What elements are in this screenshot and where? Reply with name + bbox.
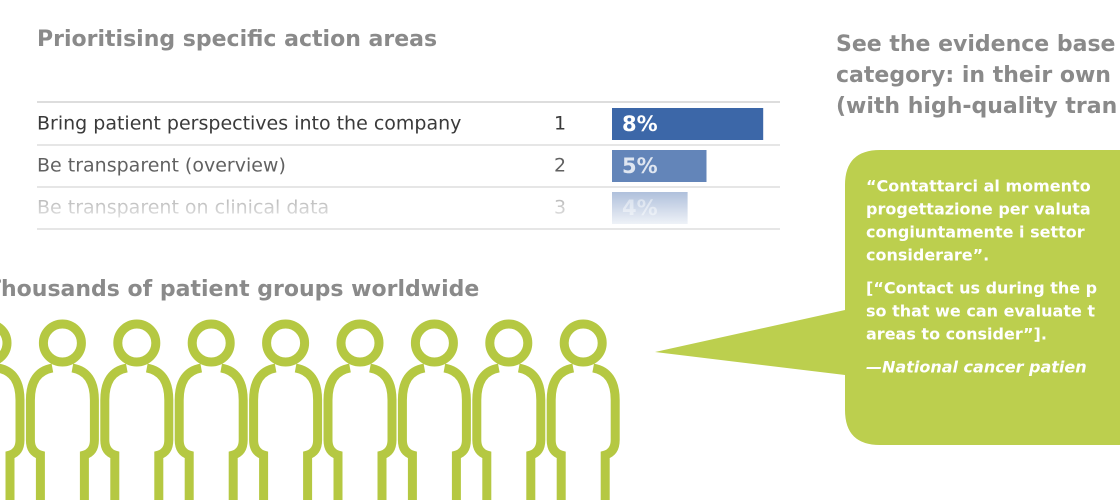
heading-line: See the evidence base [836,32,1115,57]
row-rank: 1 [554,113,566,135]
person-body [546,363,620,500]
translation-line: so that we can evaluate t [866,302,1095,321]
bar [612,108,764,140]
person-body [397,363,471,500]
person-head [485,319,533,367]
person-head [0,322,12,364]
attribution: —National cancer patien [866,358,1087,377]
groups-title: Thousands of patient groups worldwide [0,277,479,302]
fade-overlay [0,188,780,228]
row-label: Bring patient perspectives into the comp… [37,113,461,135]
person-head [38,319,86,367]
heading-line: category: in their own [836,63,1111,88]
heading-line: (with high-quality tran [836,94,1117,119]
person-head [262,319,310,367]
bar [612,150,707,182]
person-body [323,363,397,500]
bar-label: 5% [622,154,658,178]
person-head [559,319,607,367]
quote-line: “Contattarci al momento [866,177,1091,196]
translation-line: areas to consider”]. [866,325,1047,344]
person-body [472,363,546,500]
person-body [25,363,99,500]
person-body [100,363,174,500]
row-rank: 2 [554,155,566,177]
quote-line: considerare”. [866,246,989,265]
person-body [0,363,25,500]
person-body [174,363,248,500]
person-head [410,319,458,367]
translation-line: [“Contact us during the p [866,279,1097,298]
section-title: Prioritising specific action areas [37,27,437,52]
quote-line: congiuntamente i settor [866,223,1085,242]
bar-label: 8% [622,112,658,136]
person-head [336,319,384,367]
person-head [113,319,161,367]
quote-line: progettazione per valuta [866,200,1091,219]
people-icons [0,319,620,500]
person-head [187,319,235,367]
speech-bubble [655,150,1120,445]
person-body [249,363,323,500]
row-label: Be transparent (overview) [37,155,286,177]
